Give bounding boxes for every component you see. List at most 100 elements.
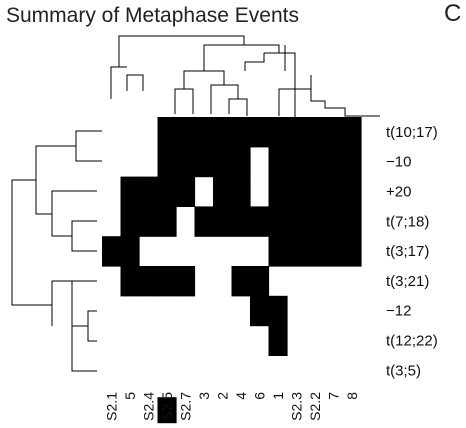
- heatmap-cell: [176, 266, 196, 297]
- heatmap-cell: [157, 146, 177, 178]
- heatmap-cell: [176, 146, 196, 178]
- heatmap-cell: [342, 146, 362, 178]
- heatmap-cell: [324, 206, 344, 237]
- column-label: 7: [325, 392, 341, 400]
- col-dendro-branch: [126, 74, 144, 91]
- column-label: S2.5: [159, 392, 175, 421]
- heatmap-cell: [250, 295, 270, 327]
- panel-letter: C: [444, 0, 462, 27]
- column-dendrogram: [110, 35, 380, 117]
- heatmap-cell: [268, 236, 288, 267]
- column-label: S2.4: [140, 392, 156, 421]
- heatmap-cell: [120, 206, 140, 237]
- heatmap-cell: [139, 176, 159, 207]
- heatmap-cell: [157, 176, 177, 207]
- row-dendro-branch: [71, 280, 97, 327]
- heatmap-cell: [324, 117, 344, 148]
- heatmap-cell: [213, 206, 233, 237]
- heatmap-cell: [342, 117, 362, 148]
- heatmap-cell: [305, 236, 325, 267]
- heatmap-cell: [305, 206, 325, 237]
- heatmap-cell: [287, 146, 307, 178]
- col-dendro-branch: [183, 70, 225, 89]
- col-dendro-branch: [310, 75, 380, 117]
- heatmap-cell: [287, 117, 307, 148]
- row-label: +20: [386, 184, 411, 201]
- heatmap-cell: [268, 117, 288, 148]
- heatmap-cell: [305, 146, 325, 178]
- heatmap-cell: [157, 266, 177, 297]
- row-dendro-branch: [51, 190, 97, 237]
- row-label: t(3;17): [386, 243, 429, 260]
- heatmap-cell: [176, 117, 196, 148]
- heatmap-cell: [287, 236, 307, 267]
- heatmap-cell: [176, 176, 196, 207]
- heatmap-cell: [231, 176, 251, 207]
- row-dendro-branch: [71, 220, 97, 252]
- row-label: −12: [386, 303, 411, 320]
- heatmap-cell: [305, 176, 325, 207]
- col-dendro-branch: [118, 35, 245, 67]
- heatmap-cell: [268, 146, 288, 178]
- row-label: t(10;17): [386, 124, 438, 141]
- page-title: Summary of Metaphase Events: [6, 4, 299, 27]
- row-label: t(3;21): [386, 273, 429, 290]
- row-dendro-branch: [35, 145, 76, 215]
- heatmap-cell: [120, 266, 140, 297]
- col-dendro-branch: [203, 44, 280, 71]
- column-label: 8: [344, 392, 360, 400]
- heatmap-cell: [139, 206, 159, 237]
- column-label: 6: [251, 392, 267, 400]
- heatmap-cell: [213, 176, 233, 207]
- heatmap-cell: [250, 206, 270, 237]
- heatmap-cell: [231, 117, 251, 148]
- heatmap-cell: [139, 266, 159, 297]
- heatmap-cell: [213, 146, 233, 178]
- row-label: t(12;22): [386, 333, 438, 350]
- heatmap-cell: [324, 176, 344, 207]
- column-label: 2: [214, 392, 230, 400]
- heatmap-cell: [194, 206, 214, 237]
- heatmap-cell: [120, 236, 140, 267]
- row-dendrogram: [11, 130, 102, 372]
- heatmap-cell: [231, 146, 251, 178]
- heatmap-cells: [102, 117, 362, 356]
- heatmap-cell: [120, 176, 140, 207]
- heatmap-cell: [268, 295, 288, 327]
- column-label: S2.2: [307, 392, 323, 421]
- heatmap-cell: [157, 117, 177, 148]
- heatmap-cell: [194, 146, 214, 178]
- col-dendro-branch: [110, 66, 127, 99]
- heatmap-cell: [324, 236, 344, 267]
- heatmap-cell: [102, 236, 122, 267]
- heatmap-cell: [268, 206, 288, 237]
- row-dendro-branch: [11, 179, 52, 306]
- row-label: −10: [386, 154, 411, 171]
- heatmap-cell: [342, 176, 362, 207]
- heatmap-cell: [305, 117, 325, 148]
- row-dendro-branch: [75, 130, 102, 162]
- heatmap-cell: [213, 117, 233, 148]
- column-label: 4: [233, 392, 249, 400]
- heatmap-cell: [157, 206, 177, 237]
- column-labels: S2.1 5 S2.4 S2.5 S2.7 3 2 4 6 1 S2.3 S2.2 7 8: [103, 392, 360, 421]
- row-dendro-branch: [51, 280, 72, 326]
- heatmap-cell: [342, 206, 362, 237]
- extra-marks: [157, 397, 177, 424]
- col-dendro-branch: [264, 52, 296, 117]
- heatmap-cell: [231, 266, 251, 297]
- column-label: 1: [270, 392, 286, 400]
- row-label: t(3;5): [386, 362, 421, 379]
- heatmap-cell: [268, 325, 288, 356]
- heatmap-cell: [231, 206, 251, 237]
- col-dendro-branch: [244, 53, 265, 71]
- heatmap-cell: [194, 117, 214, 148]
- column-label: S2.7: [177, 392, 193, 421]
- column-label: S2.3: [288, 392, 304, 421]
- row-dendro-branch: [71, 281, 97, 372]
- heatmap-cell: [342, 236, 362, 267]
- row-label: t(7;18): [386, 213, 429, 230]
- col-dendro-branch: [174, 88, 194, 114]
- heatmap-cell: [250, 266, 270, 297]
